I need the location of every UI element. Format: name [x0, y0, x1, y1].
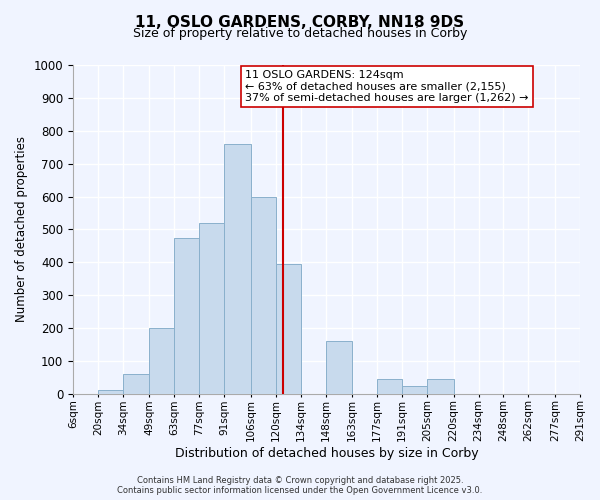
Text: 11, OSLO GARDENS, CORBY, NN18 9DS: 11, OSLO GARDENS, CORBY, NN18 9DS — [136, 15, 464, 30]
Bar — [402, 386, 427, 394]
Text: 11 OSLO GARDENS: 124sqm
← 63% of detached houses are smaller (2,155)
37% of semi: 11 OSLO GARDENS: 124sqm ← 63% of detache… — [245, 70, 529, 103]
Bar — [123, 374, 149, 394]
Bar — [199, 223, 224, 394]
Bar — [175, 238, 199, 394]
Text: Size of property relative to detached houses in Corby: Size of property relative to detached ho… — [133, 28, 467, 40]
Bar — [98, 390, 123, 394]
Bar — [377, 379, 402, 394]
Bar — [251, 196, 276, 394]
Y-axis label: Number of detached properties: Number of detached properties — [15, 136, 28, 322]
Text: Contains HM Land Registry data © Crown copyright and database right 2025.
Contai: Contains HM Land Registry data © Crown c… — [118, 476, 482, 495]
Bar — [427, 379, 454, 394]
Bar — [149, 328, 175, 394]
Bar — [224, 144, 251, 394]
Bar — [326, 341, 352, 394]
X-axis label: Distribution of detached houses by size in Corby: Distribution of detached houses by size … — [175, 447, 478, 460]
Bar — [276, 264, 301, 394]
